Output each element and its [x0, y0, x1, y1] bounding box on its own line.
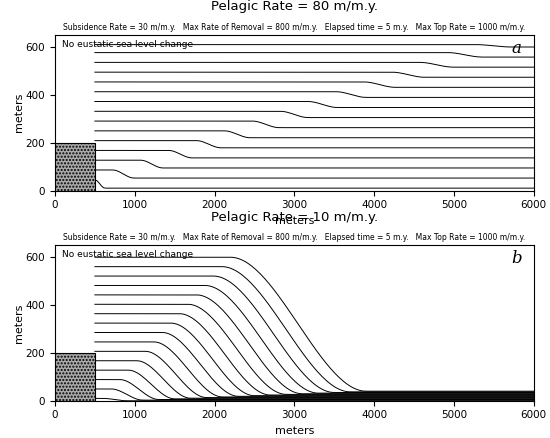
Polygon shape [55, 143, 95, 191]
Polygon shape [55, 353, 95, 401]
Text: b: b [511, 250, 521, 267]
Text: Pelagic Rate = 80 m/m.y.: Pelagic Rate = 80 m/m.y. [211, 0, 378, 13]
Y-axis label: meters: meters [14, 304, 24, 343]
Text: Subsidence Rate = 30 m/m.y.   Max Rate of Removal = 800 m/m.y.   Elapsed time = : Subsidence Rate = 30 m/m.y. Max Rate of … [63, 233, 525, 242]
X-axis label: meters: meters [274, 426, 314, 436]
Text: Pelagic Rate = 10 m/m.y.: Pelagic Rate = 10 m/m.y. [211, 211, 378, 223]
Text: No eustatic sea level change: No eustatic sea level change [62, 40, 193, 49]
Y-axis label: meters: meters [14, 93, 24, 132]
X-axis label: meters: meters [274, 216, 314, 226]
Text: No eustatic sea level change: No eustatic sea level change [62, 250, 193, 259]
Text: Subsidence Rate = 30 m/m.y.   Max Rate of Removal = 800 m/m.y.   Elapsed time = : Subsidence Rate = 30 m/m.y. Max Rate of … [63, 23, 525, 32]
Text: a: a [512, 40, 521, 57]
